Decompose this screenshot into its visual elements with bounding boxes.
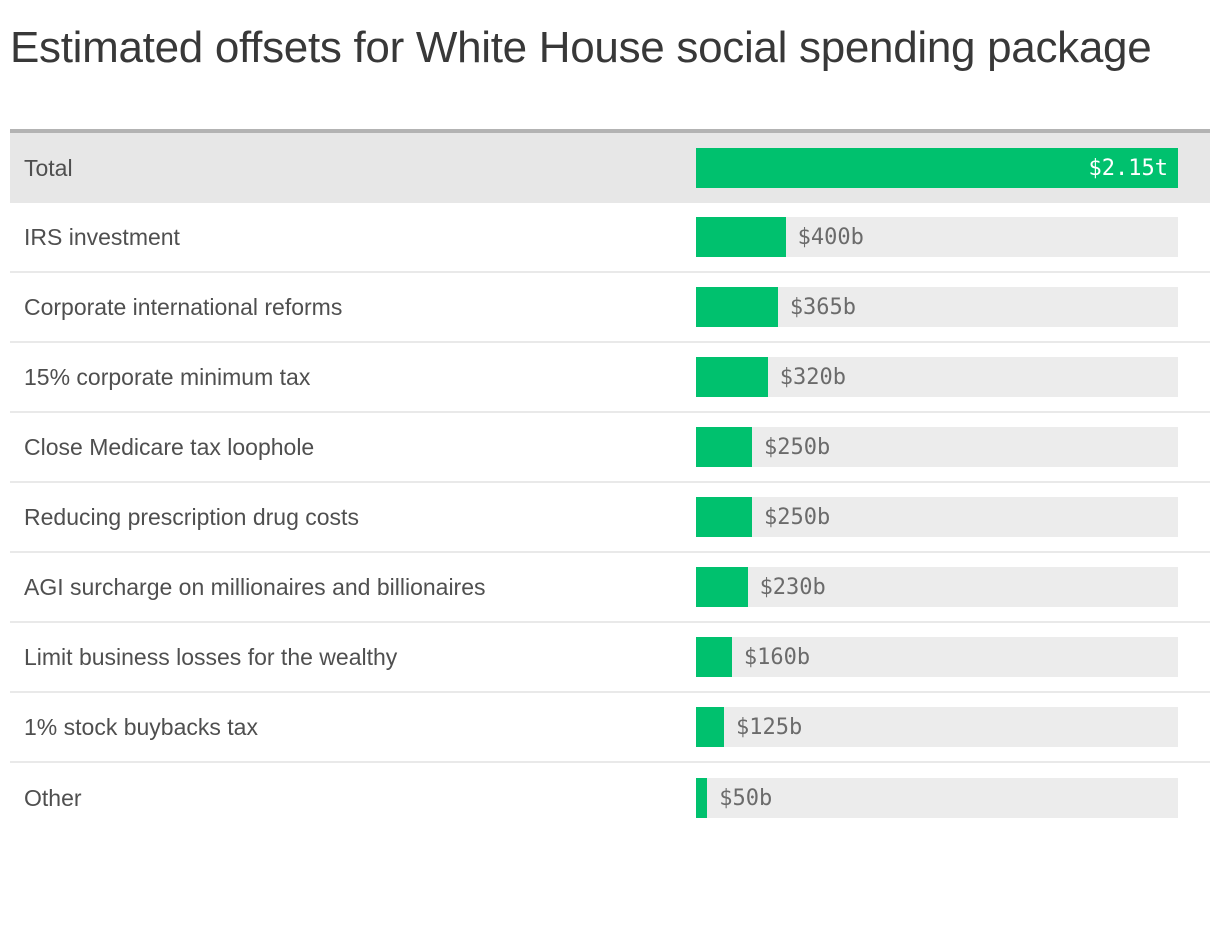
chart-row: Corporate international reforms $365b — [10, 273, 1210, 343]
bar-fill — [696, 427, 753, 467]
bar-track: $320b — [696, 357, 1178, 397]
bar-track: $250b — [696, 427, 1178, 467]
row-label: IRS investment — [24, 223, 180, 250]
chart-row: 15% corporate minimum tax $320b — [10, 343, 1210, 413]
chart-page: Estimated offsets for White House social… — [0, 14, 1220, 946]
bar-chart: Total $2.15t IRS investment $400b Corpor… — [10, 129, 1210, 833]
row-label: Limit business losses for the wealthy — [24, 643, 398, 670]
bar-fill — [696, 148, 1178, 188]
bar-fill — [696, 217, 786, 257]
bar-track: $125b — [696, 707, 1178, 747]
bar-fill — [696, 707, 725, 747]
bar-value-label: $50b — [719, 786, 773, 811]
bar-value-label: $2.15t — [1088, 156, 1168, 181]
bar-value-label: $250b — [764, 505, 831, 530]
chart-row: Close Medicare tax loophole $250b — [10, 413, 1210, 483]
bar-fill — [696, 637, 732, 677]
row-label: Other — [24, 784, 82, 811]
bar-fill — [696, 287, 778, 327]
chart-row: Other $50b — [10, 763, 1210, 833]
row-label: Corporate international reforms — [24, 293, 343, 320]
chart-title: Estimated offsets for White House social… — [10, 23, 1152, 72]
bar-value-label: $250b — [764, 435, 831, 460]
row-label: 1% stock buybacks tax — [24, 713, 258, 740]
bar-track: $50b — [696, 778, 1178, 818]
row-label: Total — [24, 154, 73, 181]
bar-value-label: $320b — [779, 365, 846, 390]
chart-row: Limit business losses for the wealthy $1… — [10, 623, 1210, 693]
row-label: Close Medicare tax loophole — [24, 433, 315, 460]
chart-row: 1% stock buybacks tax $125b — [10, 693, 1210, 763]
bar-track: $400b — [696, 217, 1178, 257]
chart-row: Reducing prescription drug costs $250b — [10, 483, 1210, 553]
bar-track: $2.15t — [696, 148, 1178, 188]
bar-track: $250b — [696, 497, 1178, 537]
bar-value-label: $365b — [789, 295, 857, 320]
bar-value-label: $125b — [736, 715, 803, 740]
row-label: 15% corporate minimum tax — [24, 363, 311, 390]
chart-row: AGI surcharge on millionaires and billio… — [10, 553, 1210, 623]
bar-fill — [696, 497, 753, 537]
bar-value-label: $160b — [743, 645, 811, 670]
chart-row-total: Total $2.15t — [10, 133, 1210, 203]
bar-value-label: $230b — [759, 575, 826, 600]
bar-track: $230b — [696, 567, 1178, 607]
bar-fill — [696, 778, 708, 818]
chart-row: IRS investment $400b — [10, 203, 1210, 273]
row-label: AGI surcharge on millionaires and billio… — [24, 573, 486, 600]
bar-track: $160b — [696, 637, 1178, 677]
bar-value-label: $400b — [797, 225, 864, 250]
bar-fill — [696, 357, 768, 397]
bar-fill — [696, 567, 748, 607]
row-label: Reducing prescription drug costs — [24, 503, 359, 530]
bar-track: $365b — [696, 287, 1178, 327]
